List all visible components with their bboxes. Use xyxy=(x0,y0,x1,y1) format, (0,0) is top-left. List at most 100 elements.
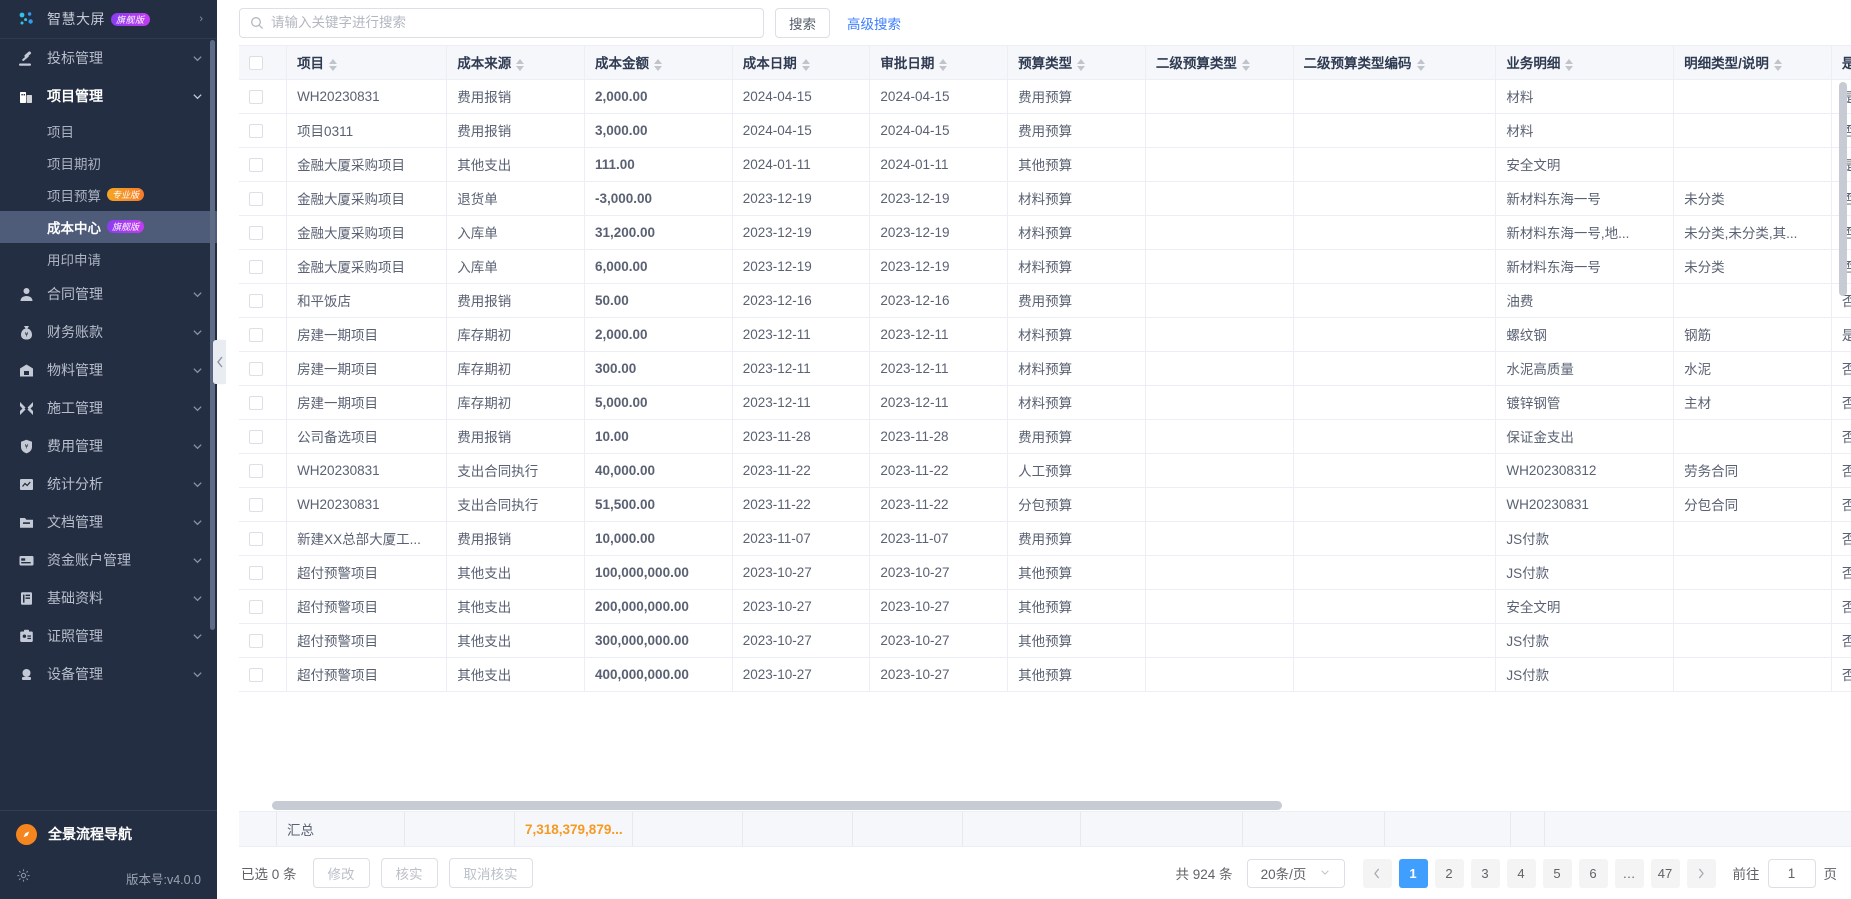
chevron-down-icon[interactable] xyxy=(192,517,203,528)
row-checkbox[interactable] xyxy=(249,123,263,138)
table-row[interactable]: 金融大厦采购项目 入库单 31,200.00 2023-12-19 2023-12-19… xyxy=(239,215,1851,250)
sidebar-item-财务账款[interactable]: ¥ 财务账款 xyxy=(0,313,217,351)
sidebar-collapse-handle[interactable] xyxy=(213,340,226,384)
table-row[interactable]: WH20230831 费用报销 2,000.00 2024-04-15 2024-04-… xyxy=(239,79,1851,114)
chevron-down-icon[interactable] xyxy=(192,631,203,642)
table-row[interactable]: 房建一期项目 库存期初 2,000.00 2023-12-11 2023-12-11 材料… xyxy=(239,317,1851,352)
sort-icon[interactable] xyxy=(1565,58,1574,71)
chevron-down-icon[interactable] xyxy=(192,593,203,604)
sidebar-item-物料管理[interactable]: 物料管理 xyxy=(0,351,217,389)
sidebar-item-统计分析[interactable]: 统计分析 xyxy=(0,465,217,503)
row-checkbox[interactable] xyxy=(249,225,263,240)
table-horizontal-scrollbar-thumb[interactable] xyxy=(272,801,1282,810)
column-header-cost-source[interactable]: 成本来源 xyxy=(446,46,585,80)
search-box[interactable] xyxy=(239,7,764,38)
table-row[interactable]: 房建一期项目 库存期初 300.00 2023-12-11 2023-12-11 材料预算… xyxy=(239,351,1851,386)
select-all-checkbox[interactable] xyxy=(249,55,263,70)
chevron-down-icon[interactable] xyxy=(192,441,203,452)
table-scroll-area[interactable]: 项目 成本来源 成本金额 成本日期 审批日期 预算类型 二级预算类型 二级预算类… xyxy=(239,45,1851,811)
row-checkbox[interactable] xyxy=(249,667,263,682)
advanced-search-link[interactable]: 高级搜索 xyxy=(847,16,901,32)
sidebar-item-费用管理[interactable]: ¥ 费用管理 xyxy=(0,427,217,465)
table-row[interactable]: 金融大厦采购项目 其他支出 111.00 2024-01-11 2024-01-11 其他… xyxy=(239,147,1851,182)
row-checkbox[interactable] xyxy=(249,531,263,546)
row-checkbox[interactable] xyxy=(249,327,263,342)
sidebar-scrollbar-thumb[interactable] xyxy=(210,40,215,630)
row-checkbox-cell[interactable] xyxy=(239,487,288,522)
chevron-right-icon[interactable]: › xyxy=(199,13,203,25)
sidebar-item-成本中心[interactable]: 成本中心 旗舰版 xyxy=(0,211,217,243)
goto-page-input[interactable] xyxy=(1767,858,1816,888)
column-header-approval-date[interactable]: 审批日期 xyxy=(869,46,1009,80)
page-size-select[interactable]: 20条/页 xyxy=(1246,858,1345,888)
row-checkbox[interactable] xyxy=(249,361,263,376)
cancel-verify-button[interactable]: 取消核实 xyxy=(448,858,533,888)
row-checkbox-cell[interactable] xyxy=(239,521,288,556)
page-button-4[interactable]: 4 xyxy=(1506,858,1536,888)
column-header-business-detail[interactable]: 业务明细 xyxy=(1495,46,1675,80)
sidebar-item-dashboard[interactable]: 智慧大屏 旗舰版 › xyxy=(0,0,217,39)
chevron-down-icon[interactable] xyxy=(192,53,203,64)
row-checkbox[interactable] xyxy=(249,497,263,512)
row-checkbox-cell[interactable] xyxy=(239,215,288,250)
sort-icon[interactable] xyxy=(1077,58,1086,71)
chevron-down-icon[interactable] xyxy=(192,555,203,566)
column-header-project[interactable]: 项目 xyxy=(286,46,448,80)
chevron-down-icon[interactable] xyxy=(192,669,203,680)
row-checkbox-cell[interactable] xyxy=(239,589,288,624)
row-checkbox[interactable] xyxy=(249,259,263,274)
row-checkbox-cell[interactable] xyxy=(239,181,288,216)
column-header-cost-amount[interactable]: 成本金额 xyxy=(584,46,733,80)
column-header-budget-type[interactable]: 预算类型 xyxy=(1007,46,1146,80)
row-checkbox[interactable] xyxy=(249,633,263,648)
sidebar-item-项目预算[interactable]: 项目预算 专业版 xyxy=(0,179,217,211)
table-row[interactable]: 和平饭店费用报销50.002023-12-162023-12-16费用预算油费否… xyxy=(239,283,1851,318)
row-checkbox[interactable] xyxy=(249,565,263,580)
sort-icon[interactable] xyxy=(939,58,948,71)
sidebar-item-文档管理[interactable]: 文档管理 xyxy=(0,503,217,541)
page-button-2[interactable]: 2 xyxy=(1434,858,1464,888)
table-horizontal-scrollbar[interactable] xyxy=(239,800,1851,811)
chevron-down-icon[interactable] xyxy=(192,479,203,490)
row-checkbox-cell[interactable] xyxy=(239,419,288,454)
row-checkbox-cell[interactable] xyxy=(239,317,288,352)
page-button-6[interactable]: 6 xyxy=(1578,858,1608,888)
table-row[interactable]: 项目0311 费用报销 3,000.00 2024-04-15 2024-04-15 费用… xyxy=(239,113,1851,148)
chevron-down-icon[interactable] xyxy=(192,289,203,300)
sidebar-item-用印申请[interactable]: 用印申请 xyxy=(0,243,217,275)
row-checkbox[interactable] xyxy=(249,191,263,206)
column-header-secondary-budget-type[interactable]: 二级预算类型 xyxy=(1145,46,1294,80)
next-page-button[interactable] xyxy=(1686,858,1716,888)
row-checkbox-cell[interactable] xyxy=(239,453,288,488)
row-checkbox-cell[interactable] xyxy=(239,555,288,590)
table-row[interactable]: 超付预警项目 其他支出 400,000,000.00 2023-10-27 2023-1… xyxy=(239,657,1851,692)
row-checkbox-cell[interactable] xyxy=(239,657,288,692)
chevron-down-icon[interactable] xyxy=(192,327,203,338)
row-checkbox[interactable] xyxy=(249,599,263,614)
row-checkbox-cell[interactable] xyxy=(239,351,288,386)
table-row[interactable]: 超付预警项目 其他支出 300,000,000.00 2023-10-27 2023-1… xyxy=(239,623,1851,658)
search-button[interactable]: 搜索 xyxy=(775,7,830,38)
sort-icon[interactable] xyxy=(801,58,810,71)
sidebar-item-证照管理[interactable]: 证照管理 xyxy=(0,617,217,655)
sidebar-item-资金账户管理[interactable]: 资金账户管理 xyxy=(0,541,217,579)
table-row[interactable]: 金融大厦采购项目 入库单 6,000.00 2023-12-19 2023-12-19 材… xyxy=(239,249,1851,284)
row-checkbox[interactable] xyxy=(249,89,263,104)
table-row[interactable]: WH20230831 支出合同执行 51,500.00 2023-11-22 2023-… xyxy=(239,487,1851,522)
table-row[interactable]: 金融大厦采购项目 退货单 -3,000.00 2023-12-19 2023-12-19… xyxy=(239,181,1851,216)
prev-page-button[interactable] xyxy=(1362,858,1392,888)
row-checkbox-cell[interactable] xyxy=(239,147,288,182)
sort-icon[interactable] xyxy=(1416,58,1425,71)
verify-button[interactable]: 核实 xyxy=(380,858,438,888)
search-input[interactable] xyxy=(271,15,753,30)
row-checkbox[interactable] xyxy=(249,395,263,410)
sidebar-item-施工管理[interactable]: 施工管理 xyxy=(0,389,217,427)
chevron-down-icon[interactable] xyxy=(192,403,203,414)
sort-icon[interactable] xyxy=(516,58,525,71)
sidebar-item-基础资料[interactable]: 基础资料 xyxy=(0,579,217,617)
row-checkbox[interactable] xyxy=(249,463,263,478)
chevron-down-icon[interactable] xyxy=(192,91,203,102)
row-checkbox-cell[interactable] xyxy=(239,283,288,318)
sidebar-item-全景流程导航[interactable]: 全景流程导航 xyxy=(0,811,217,857)
page-button-5[interactable]: 5 xyxy=(1542,858,1572,888)
